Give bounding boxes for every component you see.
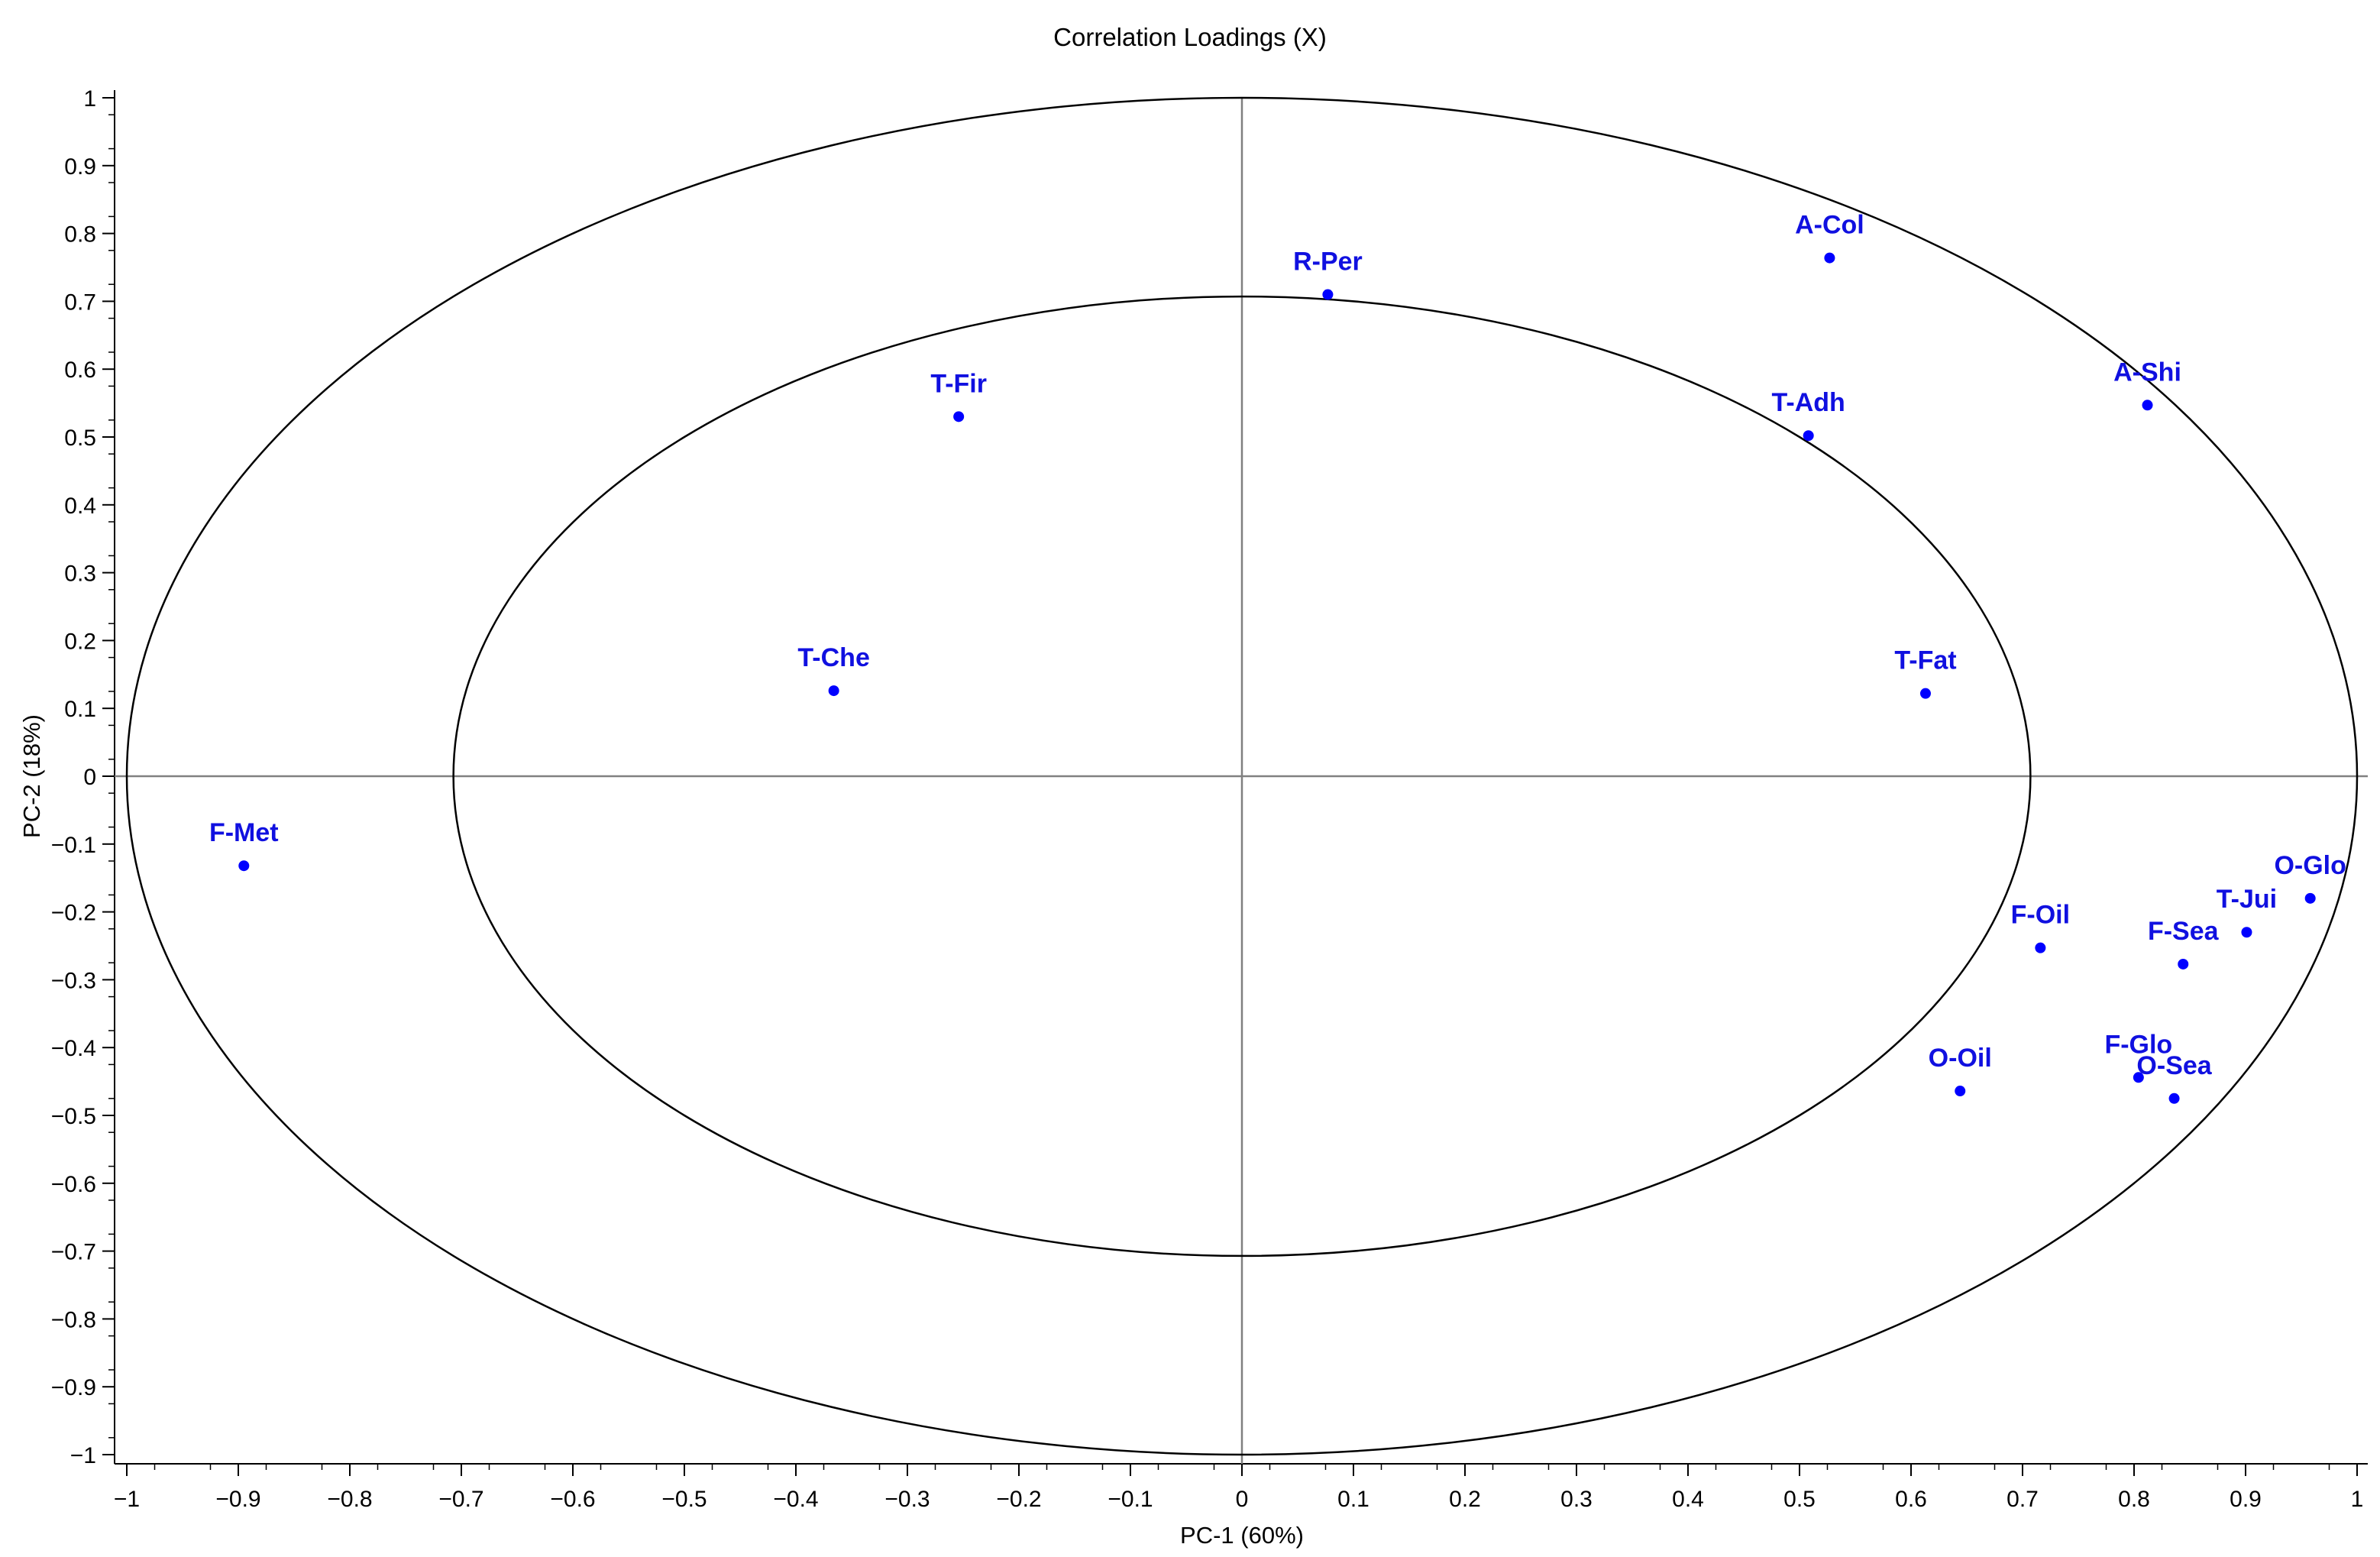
x-tick-label: −1	[114, 1487, 140, 1512]
y-tick-label: −0.8	[51, 1307, 96, 1332]
point-label: T-Fir	[930, 369, 987, 398]
outer-correlation-circle	[125, 96, 2359, 1456]
y-tick-label: −0.9	[51, 1375, 96, 1400]
point-label: O-Glo	[2274, 851, 2346, 880]
x-tick-label: 0.7	[2007, 1487, 2039, 1512]
loading-point	[828, 685, 839, 697]
point-label: A-Shi	[2113, 358, 2181, 387]
y-tick-label: −0.5	[51, 1104, 96, 1129]
loading-point	[1803, 430, 1814, 442]
point-label: T-Fat	[1894, 646, 1956, 675]
x-tick-label: −0.7	[438, 1487, 483, 1512]
point-label: F-Met	[209, 818, 279, 847]
x-tick-label: 0.8	[2118, 1487, 2150, 1512]
y-tick-label: 0.6	[64, 358, 96, 383]
loading-point	[1955, 1086, 1966, 1097]
chart-title: Correlation Loadings (X)	[1053, 23, 1327, 51]
y-tick-label: 0.4	[64, 494, 96, 519]
y-tick-label: 0.7	[64, 290, 96, 315]
point-label: T-Che	[797, 643, 869, 672]
point-label: O-Oil	[1929, 1044, 1992, 1073]
x-tick-label: 0.9	[2230, 1487, 2262, 1512]
y-tick-label: 0.5	[64, 426, 96, 451]
y-tick-label: −0.4	[51, 1036, 96, 1061]
loading-point	[2035, 942, 2046, 953]
point-label: O-Sea	[2136, 1051, 2212, 1080]
y-tick-label: −1	[70, 1443, 96, 1468]
x-tick-label: 0.3	[1560, 1487, 1593, 1512]
loading-point	[2168, 1092, 2180, 1104]
x-tick-label: 0.6	[1895, 1487, 1927, 1512]
loading-point	[2178, 958, 2189, 969]
x-tick-label: 0	[1236, 1487, 1249, 1512]
x-tick-label: −0.2	[996, 1487, 1041, 1512]
y-tick-label: 1	[83, 86, 96, 112]
x-tick-label: −0.4	[773, 1487, 818, 1512]
y-tick-label: 0.2	[64, 629, 96, 654]
x-tick-label: −0.9	[215, 1487, 260, 1512]
y-tick-label: −0.7	[51, 1240, 96, 1265]
y-tick-label: −0.2	[51, 901, 96, 926]
point-label: T-Jui	[2217, 885, 2277, 914]
y-tick-label: 0	[83, 765, 96, 790]
x-tick-label: −0.6	[550, 1487, 595, 1512]
x-tick-label: 0.4	[1672, 1487, 1704, 1512]
plot-area: −1 −0.9 −0.8 −0.7 −0.6 −0.5 −0.4 −0.3 −0.2 −0.1 0 0…	[51, 86, 2368, 1512]
y-tick-label: −0.3	[51, 968, 96, 993]
x-tick-label: 0.1	[1337, 1487, 1369, 1512]
y-tick-label: −0.6	[51, 1172, 96, 1197]
x-tick-label: −0.3	[884, 1487, 930, 1512]
point-label: R-Per	[1293, 248, 1363, 277]
point-label: F-Sea	[2148, 917, 2220, 946]
loading-point	[2133, 1072, 2144, 1083]
inner-correlation-circle	[452, 295, 2032, 1258]
loading-point	[2241, 927, 2252, 938]
loading-point	[1824, 252, 1835, 264]
y-tick-label: 0.3	[64, 562, 96, 587]
y-tick-label: 0.8	[64, 222, 96, 248]
x-tick-label: −0.8	[327, 1487, 372, 1512]
y-tick-label: 0.9	[64, 154, 96, 180]
x-axis-label: PC-1 (60%)	[1180, 1522, 1304, 1549]
point-label: A-Col	[1795, 211, 1864, 240]
point-label: F-Glo	[2104, 1030, 2172, 1059]
y-axis-label: PC-2 (18%)	[18, 714, 45, 838]
x-tick-label: −0.5	[661, 1487, 707, 1512]
x-tick-label: −0.1	[1108, 1487, 1153, 1512]
point-label: T-Adh	[1772, 388, 1845, 417]
x-tick-label: 1	[2351, 1487, 2364, 1512]
y-tick-label: −0.1	[51, 833, 96, 858]
loading-point	[238, 860, 250, 872]
x-tick-label: 0.5	[1783, 1487, 1816, 1512]
loading-point	[953, 411, 965, 422]
y-tick-label: 0.1	[64, 697, 96, 722]
x-tick-label: 0.2	[1449, 1487, 1481, 1512]
loading-point	[2142, 400, 2153, 411]
loading-point	[2304, 892, 2316, 904]
point-label: F-Oil	[2011, 901, 2070, 930]
loading-point	[1919, 688, 1931, 699]
loading-point	[1322, 289, 1334, 300]
